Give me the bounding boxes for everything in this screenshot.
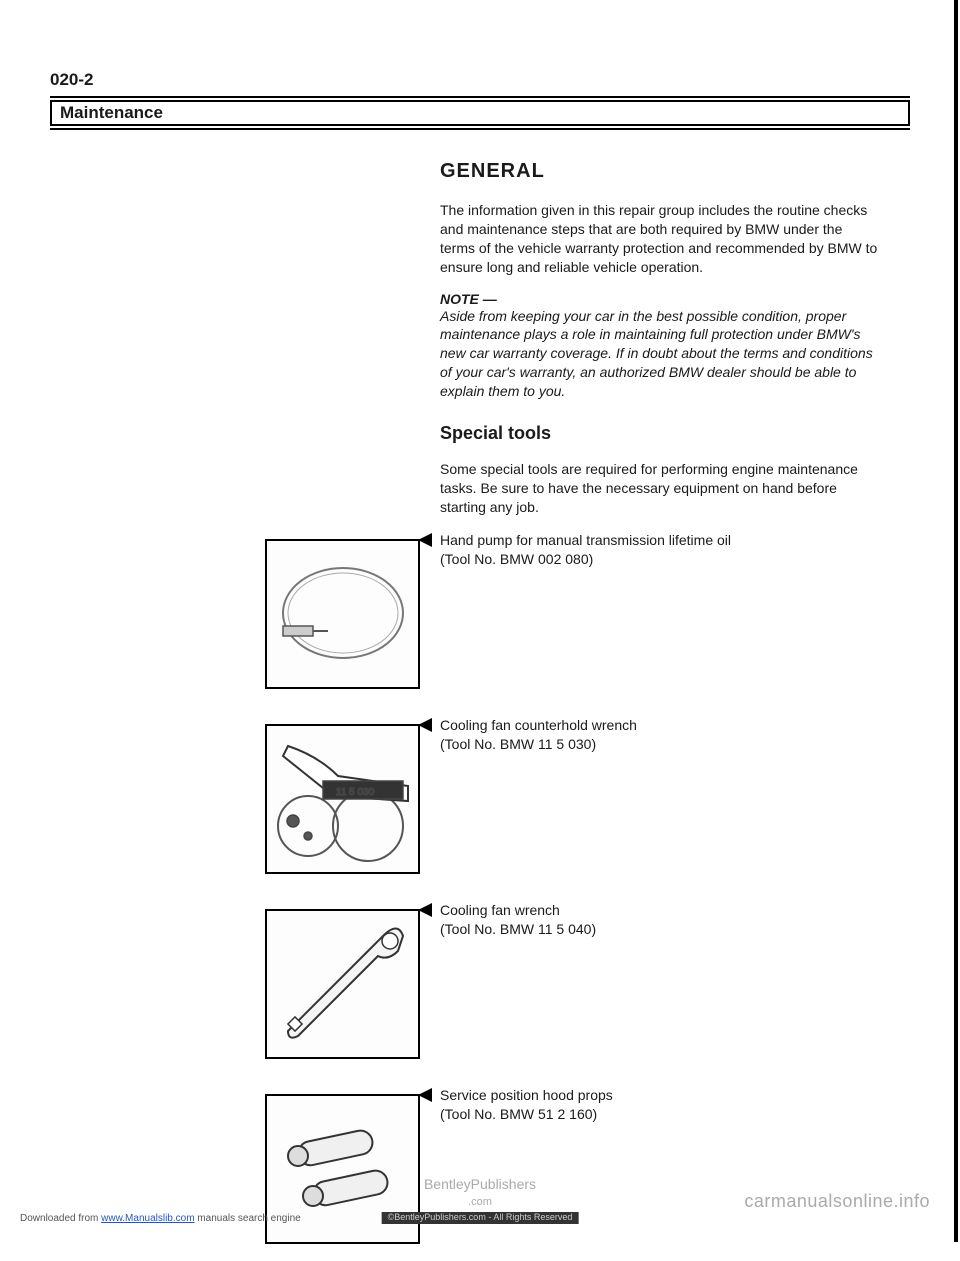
- arrow-left-icon: [418, 533, 432, 547]
- header-rule-bottom: [50, 128, 910, 130]
- tool-number: (Tool No. BMW 11 5 040): [440, 920, 880, 939]
- tool-desc: Cooling fan wrench: [440, 902, 560, 918]
- footer-right: carmanualsonline.info: [744, 1191, 930, 1212]
- para-special-tools: Some special tools are required for perf…: [440, 460, 880, 517]
- watermark-main: BentleyPublishers: [424, 1176, 536, 1192]
- tool-image-hand-pump: [265, 539, 420, 689]
- tool-row: Cooling fan wrench (Tool No. BMW 11 5 04…: [440, 901, 880, 1076]
- tool-row: 11 5 030 Cooling fan counterhold wrench …: [440, 716, 880, 891]
- page: 020-2 Maintenance GENERAL The informatio…: [0, 0, 960, 1242]
- footer-left: Downloaded from www.Manualslib.com manua…: [20, 1213, 301, 1224]
- footer-link[interactable]: www.Manualslib.com: [101, 1213, 194, 1224]
- section-tab: Maintenance: [50, 100, 910, 126]
- tool-image-counterhold-wrench: 11 5 030: [265, 724, 420, 874]
- arrow-left-icon: [418, 718, 432, 732]
- note-block: NOTE — Aside from keeping your car in th…: [440, 291, 880, 401]
- footer-left-prefix: Downloaded from: [20, 1213, 101, 1224]
- tool-image-fan-wrench: [265, 909, 420, 1059]
- note-label: NOTE —: [440, 291, 880, 307]
- fan-wrench-icon: [268, 911, 418, 1056]
- header-rule-top: [50, 96, 910, 98]
- section-tab-label: Maintenance: [60, 103, 163, 123]
- note-body: Aside from keeping your car in the best …: [440, 307, 880, 401]
- tool-number: (Tool No. BMW 51 2 160): [440, 1105, 880, 1124]
- tool-number: (Tool No. BMW 002 080): [440, 550, 880, 569]
- tool-text: Hand pump for manual transmission lifeti…: [440, 531, 880, 569]
- heading-general: GENERAL: [440, 160, 880, 183]
- watermark-copyright: ©BentleyPublishers.com - All Rights Rese…: [382, 1212, 579, 1224]
- para-intro: The information given in this repair gro…: [440, 201, 880, 277]
- tool-text: Cooling fan wrench (Tool No. BMW 11 5 04…: [440, 901, 880, 939]
- main-content: GENERAL The information given in this re…: [440, 160, 880, 1261]
- watermark-sub: .com: [468, 1196, 492, 1208]
- counterhold-wrench-icon: 11 5 030: [268, 726, 418, 871]
- watermark-center: BentleyPublishers .com ©BentleyPublisher…: [382, 1177, 579, 1224]
- tool-text: Cooling fan counterhold wrench (Tool No.…: [440, 716, 880, 754]
- tool-text: Service position hood props (Tool No. BM…: [440, 1086, 880, 1124]
- tool-row: Service position hood props (Tool No. BM…: [440, 1086, 880, 1261]
- tool-desc: Cooling fan counterhold wrench: [440, 717, 637, 733]
- tool-desc: Hand pump for manual transmission lifeti…: [440, 532, 731, 548]
- tool-row: Hand pump for manual transmission lifeti…: [440, 531, 880, 706]
- tool-image-label: 11 5 030: [336, 787, 375, 798]
- tool-number: (Tool No. BMW 11 5 030): [440, 735, 880, 754]
- tool-desc: Service position hood props: [440, 1087, 613, 1103]
- arrow-left-icon: [418, 1088, 432, 1102]
- footer-left-suffix: manuals search engine: [195, 1213, 301, 1224]
- heading-special-tools: Special tools: [440, 423, 880, 444]
- page-number: 020-2: [50, 70, 910, 90]
- arrow-left-icon: [418, 903, 432, 917]
- hand-pump-icon: [268, 541, 418, 686]
